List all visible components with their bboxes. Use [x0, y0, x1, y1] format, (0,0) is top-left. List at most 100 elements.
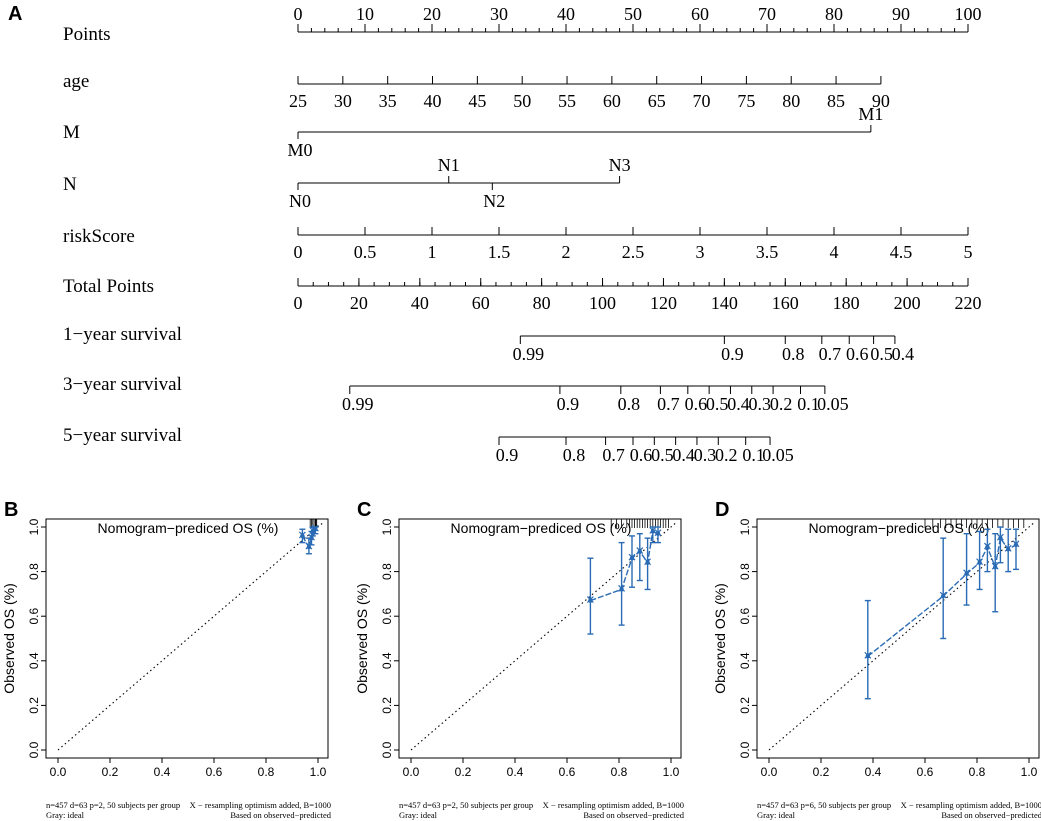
- optimism-marker: [1012, 540, 1020, 548]
- x-tick-label: 0.2: [102, 765, 119, 779]
- ideal-diagonal: [57, 522, 324, 751]
- nomogram-prob-label: 0.8: [782, 344, 805, 364]
- calibration-point: [619, 587, 624, 592]
- nomogram-row-label: age: [63, 71, 89, 92]
- nomogram-tick-label: 70: [758, 4, 776, 24]
- nomogram-prob-label: 0.6: [630, 445, 653, 465]
- optimism-marker: [963, 569, 971, 577]
- x-tick-label: 0.6: [917, 765, 934, 779]
- nomogram-prob-label: 0.5: [706, 394, 729, 414]
- nomogram-tick-label: 4.5: [890, 242, 913, 262]
- footnote-right: X − resampling optimism added, B=1000: [543, 800, 684, 810]
- nomogram-row-label: riskScore: [63, 226, 135, 247]
- nomogram-level-label: N0: [289, 191, 311, 211]
- calibration-point: [985, 544, 990, 550]
- nomogram-row-label: Total Points: [63, 276, 154, 297]
- x-tick-label: 0.4: [507, 765, 524, 779]
- nomogram-tick-label: 220: [955, 293, 982, 313]
- y-tick-label: 0.4: [27, 652, 41, 669]
- footnote-left: Gray: ideal: [46, 810, 85, 820]
- calibration-panel-d: D 0.0 0.2 0.4 0.6 0.8 1.0 0.0 0.2 0.4 0.6 0.8 1.0 Nom…: [712, 499, 1041, 820]
- calibration-point: [588, 598, 593, 603]
- footnote-left: n=457 d=63 p=2, 50 subjects per group: [46, 800, 180, 810]
- nomogram-tick-label: 40: [424, 91, 442, 111]
- nomogram-prob-label: 0.3: [749, 394, 772, 414]
- panel-label: B: [4, 499, 18, 521]
- x-tick-label: 0.6: [559, 765, 576, 779]
- nomogram-tick-label: 3: [696, 242, 705, 262]
- footnote-right: Based on observed−predicted: [230, 810, 331, 820]
- nomogram-tick-label: 100: [955, 4, 982, 24]
- calibration-point: [629, 556, 635, 561]
- panel-label-a: A: [8, 3, 22, 25]
- nomogram-row-label: 3−year survival: [63, 374, 182, 395]
- nomogram-tick-label: 0: [294, 242, 303, 262]
- footnote-right: Based on observed−predicted: [583, 810, 684, 820]
- nomogram-tick-label: 75: [737, 91, 755, 111]
- x-axis-title: Nomogram−prediced OS (%): [98, 520, 279, 536]
- optimism-marker: [586, 596, 594, 604]
- nomogram-tick-label: 50: [624, 4, 642, 24]
- x-tick-label: 1.0: [310, 765, 327, 779]
- nomogram-tick-label: 100: [589, 293, 616, 313]
- nomogram-tick-label: 60: [472, 293, 490, 313]
- optimism-marker: [308, 533, 315, 541]
- nomogram-tick-label: 35: [379, 91, 397, 111]
- nomogram-tick-label: 120: [650, 293, 677, 313]
- x-tick-label: 0.0: [50, 765, 67, 779]
- nomogram-prob-label: 0.99: [513, 344, 545, 364]
- nomogram-prob-label: 0.3: [694, 445, 717, 465]
- x-axis-title: Nomogram−prediced OS (%): [451, 520, 632, 536]
- nomogram-prob-label: 0.2: [770, 394, 793, 414]
- y-tick-label: 0.8: [738, 563, 752, 580]
- nomogram-tick-label: 3.5: [756, 242, 779, 262]
- calibration-point: [306, 544, 312, 550]
- optimism-marker: [644, 558, 652, 566]
- nomogram-prob-label: 0.9: [496, 445, 519, 465]
- y-tick-label: 0.0: [380, 741, 394, 758]
- nomogram-tick-label: 65: [648, 91, 666, 111]
- x-tick-label: 0.8: [969, 765, 986, 779]
- nomogram-tick-label: 55: [558, 91, 576, 111]
- nomogram-tick-label: 1.5: [488, 242, 511, 262]
- y-tick-label: 0.0: [27, 741, 41, 758]
- x-axis-title: Nomogram−prediced OS (%): [809, 520, 990, 536]
- nomogram-tick-label: 4: [830, 242, 839, 262]
- y-tick-label: 0.2: [738, 697, 752, 714]
- optimism-marker: [996, 533, 1004, 541]
- nomogram-level-label: M1: [858, 104, 883, 124]
- y-tick-label: 0.2: [380, 697, 394, 714]
- nomogram-row-label: M: [63, 122, 80, 143]
- y-tick-label: 0.8: [380, 563, 394, 580]
- optimism-marker: [654, 529, 662, 537]
- nomogram-tick-label: 40: [411, 293, 429, 313]
- footnote-right: Based on observed−predicted: [941, 810, 1041, 820]
- optimism-marker: [636, 547, 644, 554]
- optimism-marker: [939, 591, 947, 599]
- nomogram-tick-label: 20: [423, 4, 441, 24]
- nomogram-prob-label: 0.1: [797, 394, 820, 414]
- calibration-point: [313, 527, 318, 532]
- panel-label: C: [357, 499, 371, 521]
- nomogram-prob-label: 0.9: [557, 394, 580, 414]
- y-tick-label: 1.0: [738, 518, 752, 535]
- optimism-marker: [649, 527, 657, 534]
- nomogram-prob-label: 0.2: [715, 445, 738, 465]
- nomogram-tick-label: 40: [557, 4, 575, 24]
- calibration-point: [300, 533, 305, 539]
- nomogram-tick-label: 80: [533, 293, 551, 313]
- optimism-marker: [618, 585, 626, 592]
- optimism-marker: [991, 562, 999, 570]
- nomogram-tick-label: 1: [428, 242, 437, 262]
- nomogram-prob-label: 0.4: [672, 445, 695, 465]
- nomogram-tick-label: 20: [350, 293, 368, 313]
- nomogram-tick-label: 5: [964, 242, 973, 262]
- x-tick-label: 0.8: [611, 765, 628, 779]
- optimism-marker: [628, 553, 636, 561]
- footnote-left: Gray: ideal: [399, 810, 438, 820]
- nomogram-tick-label: 60: [603, 91, 621, 111]
- nomogram-tick-label: 2.5: [622, 242, 645, 262]
- nomogram-tick-label: 30: [490, 4, 508, 24]
- nomogram-level-label: N1: [438, 155, 460, 175]
